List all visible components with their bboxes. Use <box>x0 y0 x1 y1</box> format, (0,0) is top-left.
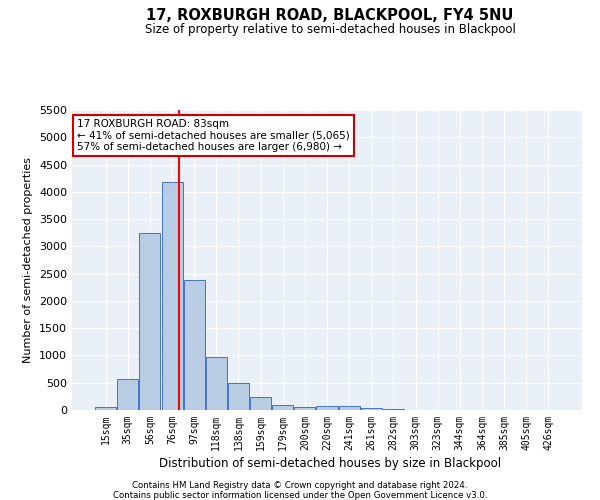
Text: Distribution of semi-detached houses by size in Blackpool: Distribution of semi-detached houses by … <box>159 458 501 470</box>
Bar <box>161 182 182 410</box>
Bar <box>272 404 293 410</box>
Text: Contains public sector information licensed under the Open Government Licence v3: Contains public sector information licen… <box>113 491 487 500</box>
Text: 17 ROXBURGH ROAD: 83sqm
← 41% of semi-detached houses are smaller (5,065)
57% of: 17 ROXBURGH ROAD: 83sqm ← 41% of semi-de… <box>77 119 350 152</box>
Bar <box>383 409 404 410</box>
Bar <box>228 382 249 410</box>
Text: Size of property relative to semi-detached houses in Blackpool: Size of property relative to semi-detach… <box>145 22 515 36</box>
Bar <box>206 356 227 410</box>
Bar <box>361 408 382 410</box>
Text: Contains HM Land Registry data © Crown copyright and database right 2024.: Contains HM Land Registry data © Crown c… <box>132 481 468 490</box>
Text: 17, ROXBURGH ROAD, BLACKPOOL, FY4 5NU: 17, ROXBURGH ROAD, BLACKPOOL, FY4 5NU <box>146 8 514 22</box>
Bar <box>139 232 160 410</box>
Bar <box>295 407 316 410</box>
Bar <box>250 398 271 410</box>
Y-axis label: Number of semi-detached properties: Number of semi-detached properties <box>23 157 34 363</box>
Bar <box>316 406 338 410</box>
Bar <box>184 280 205 410</box>
Bar <box>338 406 359 410</box>
Bar <box>118 380 139 410</box>
Bar <box>95 408 116 410</box>
